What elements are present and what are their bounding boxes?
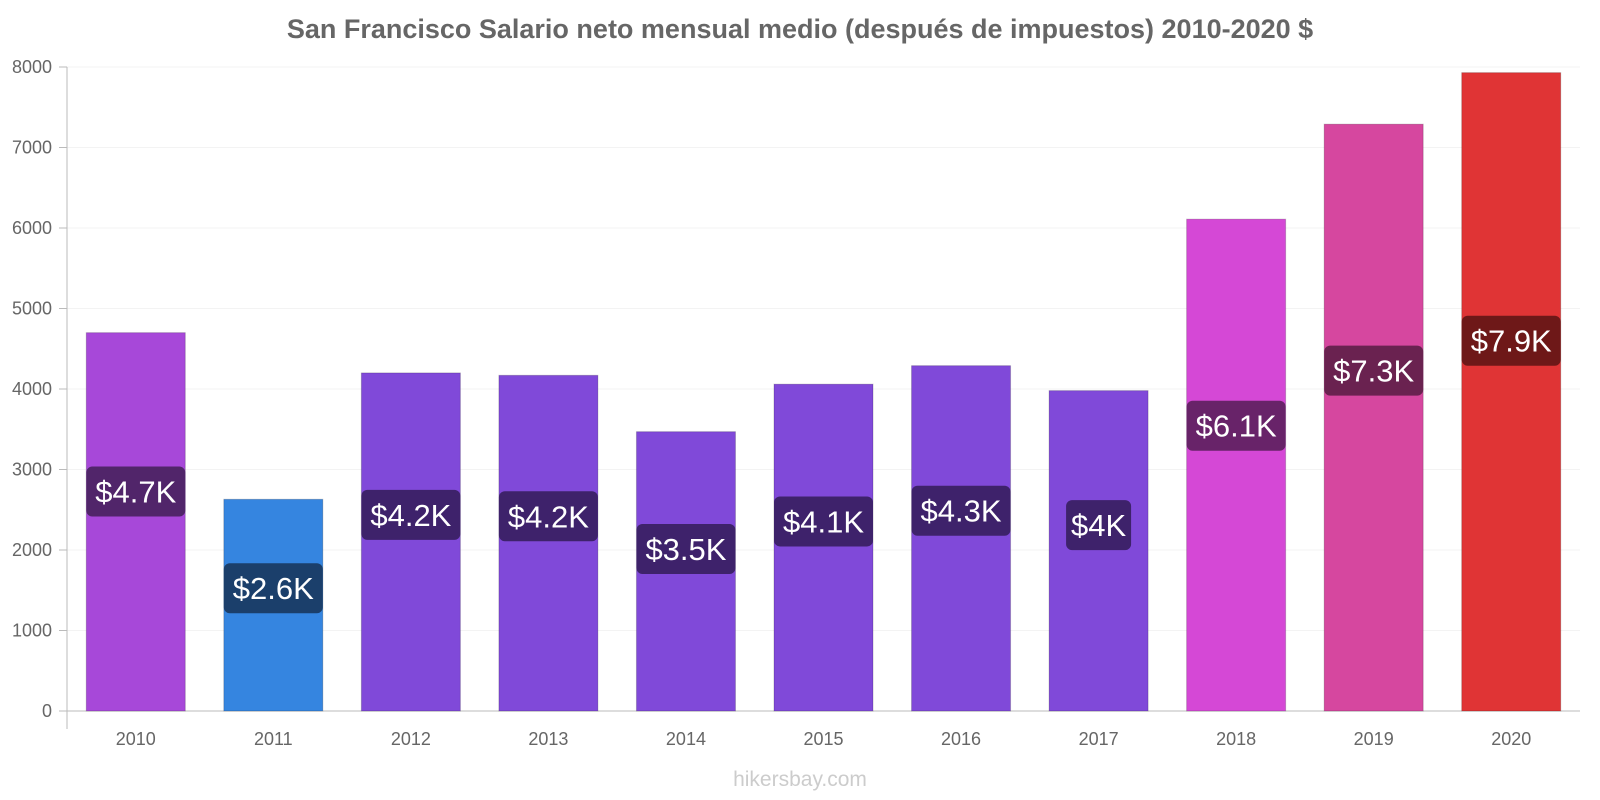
data-label: $2.6K: [233, 571, 314, 606]
bar-2017: [1048, 390, 1149, 712]
data-label: $4.2K: [370, 498, 451, 533]
data-label-box: [636, 523, 736, 574]
x-tick-label: 2016: [941, 729, 981, 749]
y-tick-label: 7000: [12, 138, 52, 158]
data-labels: $4.7K $2.6K $4.2K $4.2K $3.5K $4.1K $4.3K $4K $6…: [86, 315, 1561, 614]
y-tick-label: 6000: [12, 218, 52, 238]
bars: [85, 72, 1562, 712]
bar-2019: [1323, 123, 1424, 712]
data-label-box: [1186, 400, 1286, 451]
x-tick-label: 2018: [1216, 729, 1256, 749]
bar-2015: [773, 383, 874, 712]
x-tick-label: 2010: [116, 729, 156, 749]
y-tick-label: 4000: [12, 379, 52, 399]
data-label: $4K: [1071, 508, 1126, 543]
y-tick-label: 2000: [12, 540, 52, 560]
bar-2016: [911, 365, 1012, 712]
axes: 0 1000 2000 3000 4000 5000 6000 7000 8000 2010 201…: [12, 57, 1580, 749]
y-tick-label: 3000: [12, 460, 52, 480]
data-label: $4.7K: [95, 475, 176, 510]
y-tick-label: 1000: [12, 621, 52, 641]
bar-2018: [1186, 218, 1287, 712]
x-tick-label: 2015: [803, 729, 843, 749]
data-label-box: [1324, 345, 1424, 396]
data-label: $4.2K: [508, 499, 589, 534]
y-tick-label: 5000: [12, 299, 52, 319]
x-tick-label: 2017: [1079, 729, 1119, 749]
data-label-box: [911, 485, 1011, 536]
x-tick-label: 2011: [254, 729, 293, 749]
data-label-box: [223, 563, 323, 614]
bar-2013: [498, 374, 599, 712]
y-tick-label: 8000: [12, 57, 52, 77]
data-label: $7.9K: [1471, 324, 1552, 359]
bar-2020: [1461, 72, 1562, 712]
data-label: $4.3K: [921, 494, 1002, 529]
data-label: $7.3K: [1333, 354, 1414, 389]
data-label: $3.5K: [645, 532, 726, 567]
data-label-box: [86, 466, 186, 517]
bar-2010: [85, 332, 186, 712]
footer-credit: hikersbay.com: [733, 768, 867, 791]
x-tick-label: 2020: [1491, 729, 1531, 749]
data-label: $4.1K: [783, 504, 864, 539]
x-tick-label: 2019: [1354, 729, 1394, 749]
data-label-box: [774, 496, 873, 547]
data-label-box: [1066, 500, 1132, 551]
y-tick-label: 0: [42, 701, 52, 721]
x-tick-label: 2013: [528, 729, 568, 749]
bar-2012: [360, 372, 461, 712]
x-tick-label: 2012: [391, 729, 431, 749]
data-label: $6.1K: [1196, 409, 1277, 444]
data-label-box: [1461, 315, 1561, 366]
data-label-box: [498, 491, 598, 542]
chart-title: San Francisco Salario neto mensual medio…: [286, 14, 1314, 44]
data-label-box: [361, 489, 461, 540]
x-tick-label: 2014: [666, 729, 706, 749]
